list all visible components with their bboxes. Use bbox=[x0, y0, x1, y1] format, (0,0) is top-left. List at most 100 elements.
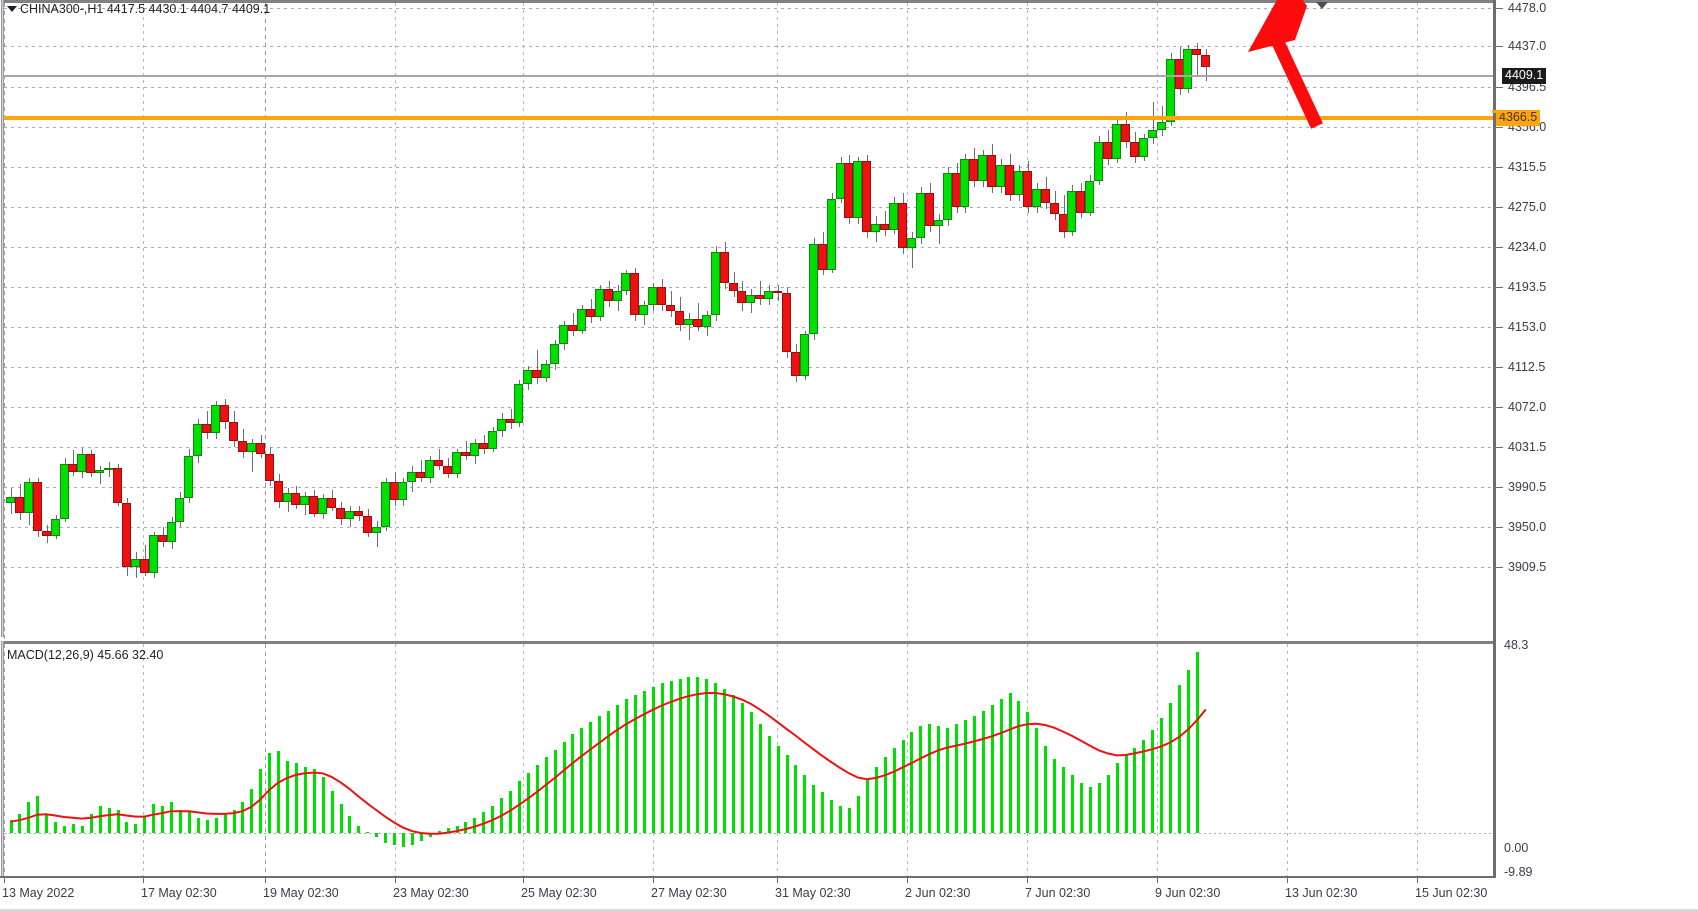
price-gridline bbox=[4, 46, 1493, 47]
candle-body bbox=[371, 527, 381, 534]
candle-body bbox=[1201, 55, 1211, 67]
time-gridline bbox=[1417, 644, 1418, 881]
macd-histogram-bar bbox=[598, 716, 601, 834]
macd-histogram-bar bbox=[286, 761, 289, 834]
time-axis-tickmark bbox=[1027, 878, 1028, 883]
macd-histogram-bar bbox=[812, 784, 815, 834]
candle-wick bbox=[688, 312, 690, 341]
macd-histogram-bar bbox=[250, 788, 253, 834]
time-axis-separator bbox=[0, 876, 1698, 878]
time-gridline bbox=[907, 3, 908, 640]
candle-wick bbox=[439, 448, 441, 471]
candle-body bbox=[585, 308, 595, 317]
macd-indicator-pane[interactable] bbox=[0, 641, 1495, 881]
time-axis-label: 7 Jun 02:30 bbox=[1025, 886, 1091, 900]
price-axis-tick: 4031.5 bbox=[1508, 440, 1547, 454]
time-axis-label: 9 Jun 02:30 bbox=[1155, 886, 1221, 900]
candle-body bbox=[166, 522, 176, 542]
price-gridline bbox=[4, 407, 1493, 408]
candle-body bbox=[844, 163, 854, 219]
candle-body bbox=[541, 363, 551, 378]
candle-body bbox=[987, 155, 997, 187]
macd-histogram-bar bbox=[732, 694, 735, 834]
up-trend-arrow[interactable] bbox=[1248, 0, 1323, 129]
candle-body bbox=[157, 535, 167, 542]
candle-body bbox=[924, 192, 934, 227]
macd-histogram-bar bbox=[117, 810, 120, 834]
candle-body bbox=[362, 516, 372, 534]
chevron-down-icon[interactable] bbox=[7, 6, 17, 12]
time-axis-tickmark bbox=[143, 878, 144, 883]
price-axis-tick: 4153.0 bbox=[1508, 320, 1547, 334]
macd-histogram-bar bbox=[1062, 767, 1065, 834]
macd-histogram-bar bbox=[197, 817, 200, 834]
time-gridline bbox=[1287, 644, 1288, 881]
time-axis-tickmark bbox=[265, 878, 266, 883]
candle-body bbox=[915, 192, 925, 239]
candle-body bbox=[1085, 181, 1095, 213]
candle-body bbox=[567, 324, 577, 331]
candle-body bbox=[255, 442, 265, 455]
macd-histogram-bar bbox=[661, 683, 664, 834]
candle-body bbox=[202, 423, 212, 433]
candle-body bbox=[648, 287, 658, 305]
candle-body bbox=[336, 507, 346, 520]
price-axis-tick: 4072.0 bbox=[1508, 400, 1547, 414]
macd-histogram-bar bbox=[357, 825, 360, 834]
candle-body bbox=[683, 318, 693, 325]
price-chart-pane[interactable]: CHINA300-,H1 4417.5 4430.1 4404.7 4409.1 bbox=[0, 0, 1495, 640]
candle-body bbox=[23, 481, 33, 514]
candle-body bbox=[550, 344, 560, 364]
candle-body bbox=[514, 383, 524, 423]
time-axis-tickmark bbox=[1417, 878, 1418, 883]
candle-body bbox=[808, 243, 818, 335]
candle-body bbox=[826, 198, 836, 270]
macd-histogram-bar bbox=[607, 710, 610, 834]
macd-histogram-bar bbox=[1116, 763, 1119, 834]
macd-histogram-bar bbox=[634, 694, 637, 834]
macd-histogram-bar bbox=[161, 806, 164, 834]
candle-body bbox=[719, 251, 729, 284]
price-gridline bbox=[4, 327, 1493, 328]
time-scale-axis[interactable]: 13 May 2022 17 May 02:30 19 May 02:30 23 Ma… bbox=[0, 878, 1698, 909]
candle-body bbox=[14, 496, 24, 514]
price-axis-tick: 4193.5 bbox=[1508, 280, 1547, 294]
candle-body bbox=[211, 405, 221, 433]
candle-body bbox=[6, 496, 15, 503]
macd-histogram-bar bbox=[134, 823, 137, 834]
macd-histogram-bar bbox=[723, 689, 726, 834]
candle-wick bbox=[697, 302, 699, 331]
candle-body bbox=[86, 454, 96, 474]
time-gridline bbox=[143, 3, 144, 640]
candle-body bbox=[1005, 165, 1015, 195]
macd-zero-line bbox=[4, 833, 1493, 835]
triangle-down-marker-icon[interactable] bbox=[1316, 2, 1328, 9]
alert-price-line[interactable] bbox=[4, 115, 1493, 120]
candle-body bbox=[523, 369, 533, 384]
macd-histogram-bar bbox=[152, 804, 155, 834]
candle-wick bbox=[100, 466, 102, 484]
macd-axis-tick: -9.89 bbox=[1504, 865, 1533, 879]
macd-histogram-bar bbox=[90, 813, 93, 834]
price-scale-axis[interactable]: 4478.0 4437.0 4396.5 4356.0 4315.5 4275.0 4234… bbox=[1492, 0, 1698, 879]
candle-body bbox=[318, 497, 328, 515]
candle-wick bbox=[1161, 106, 1163, 136]
candle-body bbox=[630, 273, 640, 315]
price-axis-tickmark bbox=[1496, 487, 1503, 488]
macd-histogram-bar bbox=[857, 796, 860, 834]
alert-price-tag[interactable]: 4366.5 bbox=[1496, 109, 1541, 126]
time-gridline bbox=[653, 3, 654, 640]
macd-histogram-bar bbox=[759, 724, 762, 834]
macd-histogram-bar bbox=[1151, 730, 1154, 834]
price-gridline bbox=[4, 127, 1493, 128]
candle-body bbox=[416, 472, 426, 478]
price-gridline bbox=[4, 567, 1493, 568]
candle-body bbox=[969, 159, 979, 182]
candle-body bbox=[790, 352, 800, 376]
macd-histogram-bar bbox=[375, 833, 378, 838]
candle-body bbox=[478, 442, 488, 449]
candle-body bbox=[1192, 49, 1202, 56]
price-axis-tickmark bbox=[1496, 8, 1503, 9]
macd-histogram-bar bbox=[1125, 755, 1128, 834]
